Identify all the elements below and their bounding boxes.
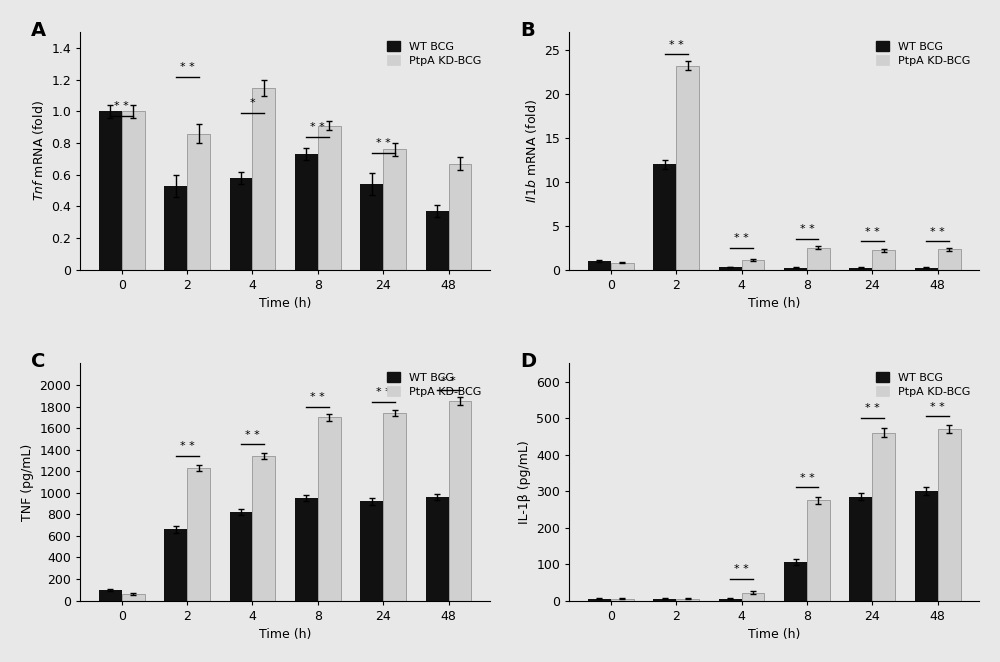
Text: * *: * * — [669, 40, 684, 50]
Y-axis label: $\it{Tnf}$ mRNA (fold): $\it{Tnf}$ mRNA (fold) — [31, 101, 46, 201]
Bar — [164, 186, 187, 269]
Legend: WT BCG, PtpA KD-BCG: WT BCG, PtpA KD-BCG — [872, 38, 974, 70]
Bar — [383, 413, 406, 600]
Text: * *: * * — [180, 62, 195, 72]
Bar — [872, 250, 895, 269]
Bar — [318, 417, 341, 600]
Bar — [742, 592, 764, 600]
Text: * *: * * — [114, 101, 129, 111]
X-axis label: Time (h): Time (h) — [259, 628, 311, 641]
Bar — [122, 111, 145, 269]
Bar — [426, 211, 449, 269]
Bar — [360, 501, 383, 600]
Text: * *: * * — [376, 387, 391, 397]
Legend: WT BCG, PtpA KD-BCG: WT BCG, PtpA KD-BCG — [383, 369, 484, 401]
Bar — [588, 261, 611, 269]
Text: A: A — [31, 21, 46, 40]
Text: * *: * * — [376, 138, 391, 148]
Legend: WT BCG, PtpA KD-BCG: WT BCG, PtpA KD-BCG — [872, 369, 974, 401]
X-axis label: Time (h): Time (h) — [748, 628, 800, 641]
Bar — [426, 497, 449, 600]
Bar — [588, 598, 611, 600]
Text: * *: * * — [310, 122, 325, 132]
Text: * *: * * — [930, 402, 945, 412]
Bar — [807, 500, 830, 600]
Bar — [187, 134, 210, 269]
Bar — [187, 468, 210, 600]
Text: *: * — [250, 99, 255, 109]
Text: * *: * * — [734, 233, 749, 243]
Text: * *: * * — [734, 564, 749, 574]
Bar — [784, 268, 807, 269]
Y-axis label: $\it{Il1b}$ mRNA (fold): $\it{Il1b}$ mRNA (fold) — [524, 99, 539, 203]
Text: * *: * * — [245, 430, 260, 440]
Bar — [915, 491, 938, 600]
Bar — [742, 260, 764, 269]
Bar — [122, 594, 145, 600]
Bar — [449, 401, 471, 600]
Text: D: D — [520, 352, 536, 371]
Legend: WT BCG, PtpA KD-BCG: WT BCG, PtpA KD-BCG — [383, 38, 484, 70]
Bar — [676, 66, 699, 269]
Text: * *: * * — [865, 226, 880, 237]
X-axis label: Time (h): Time (h) — [259, 297, 311, 310]
Text: * *: * * — [310, 392, 325, 402]
Bar — [295, 498, 318, 600]
Bar — [252, 88, 275, 269]
Bar — [872, 433, 895, 600]
Bar — [611, 598, 634, 600]
Bar — [849, 268, 872, 269]
Bar — [230, 178, 252, 269]
Bar — [915, 268, 938, 269]
Bar — [807, 248, 830, 269]
Bar — [252, 456, 275, 600]
Text: * *: * * — [800, 473, 814, 483]
Y-axis label: IL-1β (pg/mL): IL-1β (pg/mL) — [518, 440, 531, 524]
Text: * *: * * — [930, 226, 945, 237]
Bar — [676, 598, 699, 600]
Bar — [653, 164, 676, 269]
Bar — [938, 250, 961, 269]
Text: * *: * * — [180, 442, 195, 451]
Bar — [230, 512, 252, 600]
Bar — [295, 154, 318, 269]
Bar — [611, 263, 634, 269]
Text: B: B — [520, 21, 535, 40]
Bar — [449, 164, 471, 269]
Text: C: C — [31, 352, 45, 371]
Text: * *: * * — [865, 403, 880, 413]
Bar — [99, 111, 122, 269]
Bar — [784, 562, 807, 600]
Bar — [938, 429, 961, 600]
Y-axis label: TNF (pg/mL): TNF (pg/mL) — [21, 444, 34, 520]
X-axis label: Time (h): Time (h) — [748, 297, 800, 310]
Bar — [318, 126, 341, 269]
Bar — [719, 598, 742, 600]
Bar — [99, 590, 122, 600]
Bar — [719, 267, 742, 269]
Text: * *: * * — [441, 375, 456, 386]
Text: * *: * * — [800, 224, 814, 234]
Bar — [164, 530, 187, 600]
Bar — [653, 598, 676, 600]
Bar — [849, 496, 872, 600]
Bar — [360, 184, 383, 269]
Bar — [383, 150, 406, 269]
